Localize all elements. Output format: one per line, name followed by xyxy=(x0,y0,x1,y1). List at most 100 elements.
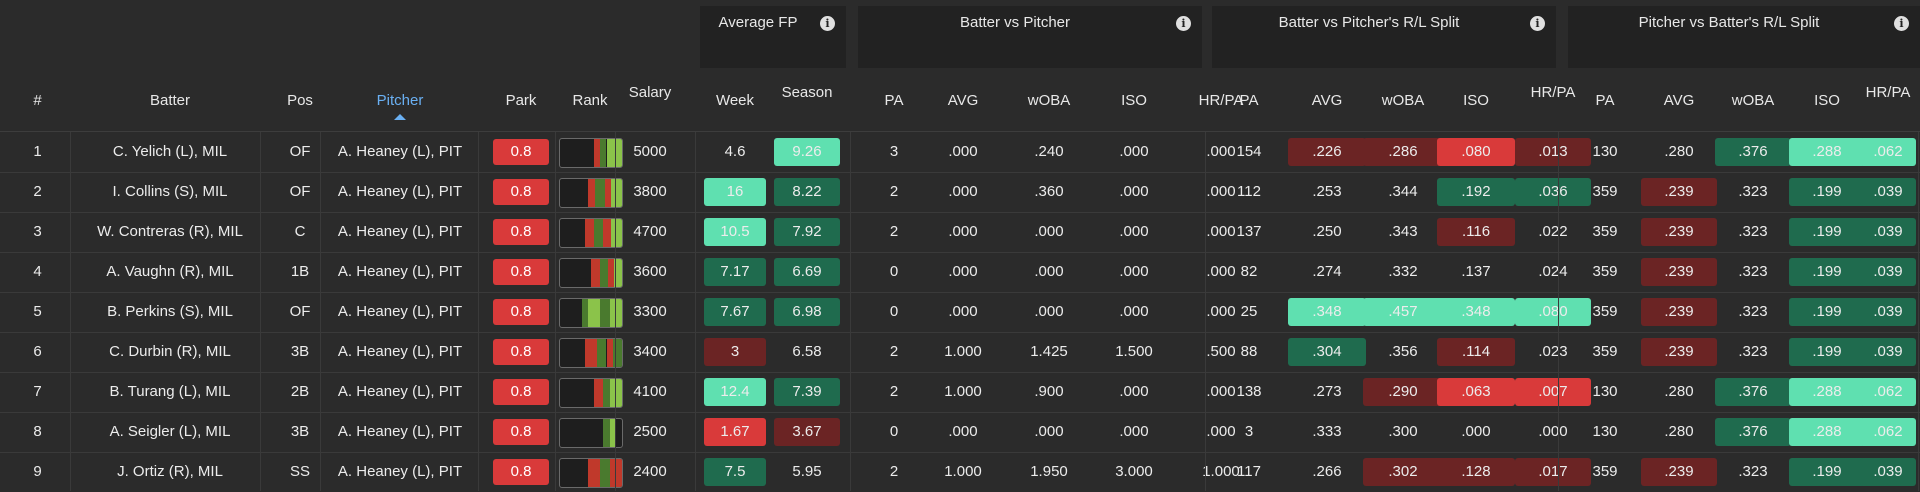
column-header-bvs-1[interactable]: AVG xyxy=(1311,91,1343,109)
bvs-stat: .063 xyxy=(1432,372,1520,412)
rank-segment xyxy=(560,219,585,247)
pitcher-name[interactable]: A. Heaney (L), PIT xyxy=(337,303,463,320)
pitcher-name[interactable]: A. Heaney (L), PIT xyxy=(337,383,463,400)
column-header-pvb-3[interactable]: ISO xyxy=(1814,91,1840,109)
info-icon[interactable]: i xyxy=(1894,16,1909,31)
week-fp: 10.5 xyxy=(700,212,770,252)
pvb-stat: .239 xyxy=(1636,332,1722,372)
bvs-stat: 138 xyxy=(1236,383,1262,400)
bvp-stat: 1.000 xyxy=(944,383,982,400)
park-badge: 0.8 xyxy=(493,139,549,165)
batter-name[interactable]: J. Ortiz (R), MIL xyxy=(117,463,223,480)
column-header-bvp-2[interactable]: wOBA xyxy=(1027,91,1071,109)
batter-name[interactable]: C. Durbin (R), MIL xyxy=(109,343,231,360)
pvb-stat: 359 xyxy=(1592,223,1618,240)
pvb-stat: 359 xyxy=(1592,343,1618,360)
column-divider xyxy=(70,132,71,491)
column-header-bvp-0[interactable]: PA xyxy=(884,91,904,109)
pvb-stat-value: .199 xyxy=(1789,178,1865,206)
column-header-bvs-0[interactable]: PA xyxy=(1239,91,1259,109)
row-number: 7 xyxy=(33,383,42,400)
column-divider xyxy=(850,132,851,491)
row-number: 5 xyxy=(33,303,42,320)
group-title: Batter vs Pitcher xyxy=(959,14,1071,31)
pitcher-name[interactable]: A. Heaney (L), PIT xyxy=(337,263,463,280)
column-header-pitcher[interactable]: Pitcher xyxy=(376,91,424,109)
column-header-bvp-4[interactable]: HR/PA xyxy=(1198,91,1244,109)
pvb-stat-value: .239 xyxy=(1641,178,1717,206)
column-header-bvs-2[interactable]: wOBA xyxy=(1381,91,1425,109)
batter-name[interactable]: C. Yelich (L), MIL xyxy=(112,143,228,160)
column-header-batter[interactable]: Batter xyxy=(149,91,191,109)
batter-name[interactable]: W. Contreras (R), MIL xyxy=(97,223,243,240)
rank-segment xyxy=(581,299,588,327)
rank-bar xyxy=(559,258,623,288)
pitcher-name[interactable]: A. Heaney (L), PIT xyxy=(337,143,463,160)
bvs-stat: 25 xyxy=(1240,303,1258,320)
column-header-bvs-4[interactable]: HR/PA xyxy=(1530,84,1576,101)
bvs-stat: 137 xyxy=(1236,223,1262,240)
column-header-pvb-0[interactable]: PA xyxy=(1595,91,1615,109)
column-header-park[interactable]: Park xyxy=(505,91,537,109)
rank-segment xyxy=(603,379,610,407)
column-divider xyxy=(260,132,261,491)
bvp-stat: 3 xyxy=(889,143,899,160)
column-header-season[interactable]: Season xyxy=(781,84,833,101)
batter-name[interactable]: B. Perkins (S), MIL xyxy=(107,303,233,320)
pvb-stat: .323 xyxy=(1738,263,1768,280)
salary: 2500 xyxy=(633,423,667,440)
column-header-pvb-2[interactable]: wOBA xyxy=(1731,91,1775,109)
pvb-stat-value: .039 xyxy=(1859,298,1917,326)
rank-segment xyxy=(607,259,614,287)
group-header-bg xyxy=(1568,6,1920,68)
batter-name[interactable]: A. Vaughn (R), MIL xyxy=(106,263,234,280)
pvb-stat: .239 xyxy=(1636,252,1722,292)
column-header-num[interactable]: # xyxy=(33,91,42,109)
pitcher-name[interactable]: A. Heaney (L), PIT xyxy=(337,223,463,240)
column-header-pvb-1[interactable]: AVG xyxy=(1663,91,1695,109)
pvb-stat: .039 xyxy=(1856,332,1920,372)
bvs-stat-value: .128 xyxy=(1437,458,1515,486)
pvb-stat: .199 xyxy=(1784,452,1870,492)
rank-bar xyxy=(559,378,623,408)
column-header-rank[interactable]: Rank xyxy=(572,91,608,109)
bvp-stat: .000 xyxy=(1119,263,1149,280)
row-divider xyxy=(0,372,1920,373)
season-fp: 6.98 xyxy=(770,292,844,332)
bvs-stat-value: .290 xyxy=(1363,378,1443,406)
pitcher-name[interactable]: A. Heaney (L), PIT xyxy=(337,183,463,200)
column-header-bvp-3[interactable]: ISO xyxy=(1121,91,1147,109)
bvs-stat: .457 xyxy=(1358,292,1448,332)
info-icon[interactable]: i xyxy=(1176,16,1191,31)
rank-segment xyxy=(600,299,610,327)
pvb-stat-value: .288 xyxy=(1789,138,1865,166)
column-header-salary[interactable]: Salary xyxy=(628,84,672,101)
bvs-stat-value: .007 xyxy=(1515,378,1591,406)
batter-name[interactable]: I. Collins (S), MIL xyxy=(112,183,228,200)
bvs-stat: .333 xyxy=(1312,423,1342,440)
bvs-stat: .080 xyxy=(1510,292,1596,332)
pvb-stat-value: .039 xyxy=(1859,338,1917,366)
pitcher-name[interactable]: A. Heaney (L), PIT xyxy=(337,423,463,440)
column-header-bvp-1[interactable]: AVG xyxy=(947,91,979,109)
bvs-stat-value: .017 xyxy=(1515,458,1591,486)
bvs-stat-value: .304 xyxy=(1288,338,1366,366)
column-header-bvs-3[interactable]: ISO xyxy=(1463,91,1489,109)
week-fp: 12.4 xyxy=(700,372,770,412)
bvs-stat: .116 xyxy=(1432,212,1520,252)
rank-segment xyxy=(560,459,588,487)
pvb-stat-value: .376 xyxy=(1715,418,1791,446)
info-icon[interactable]: i xyxy=(820,16,835,31)
column-header-week[interactable]: Week xyxy=(715,91,755,109)
position: OF xyxy=(289,143,311,160)
pitcher-name[interactable]: A. Heaney (L), PIT xyxy=(337,343,463,360)
column-header-pvb-4[interactable]: HR/PA xyxy=(1865,84,1911,101)
batter-name[interactable]: B. Turang (L), MIL xyxy=(109,383,231,400)
column-header-pos[interactable]: Pos xyxy=(287,91,313,109)
bvp-stat: 0 xyxy=(889,303,899,320)
info-icon[interactable]: i xyxy=(1530,16,1545,31)
bvs-stat: .343 xyxy=(1388,223,1418,240)
pitcher-name[interactable]: A. Heaney (L), PIT xyxy=(337,463,463,480)
pvb-stat-value: .199 xyxy=(1789,458,1865,486)
batter-name[interactable]: A. Seigler (L), MIL xyxy=(109,423,231,440)
